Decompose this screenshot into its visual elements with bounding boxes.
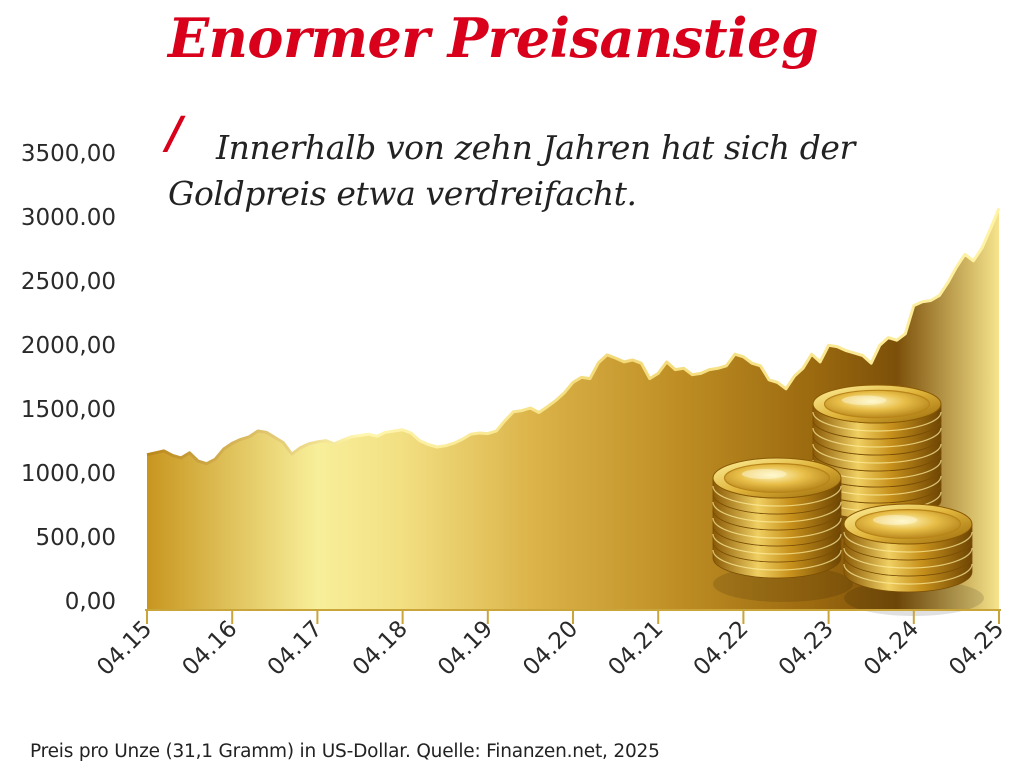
x-tick-label: 04.15 xyxy=(92,616,157,681)
y-tick-label: 3500,00 xyxy=(21,141,116,167)
y-tick-label: 0,00 xyxy=(65,589,116,615)
chart-title: Enormer Preisanstieg xyxy=(168,6,819,70)
x-tick-label: 04.17 xyxy=(263,616,328,681)
x-tick-label: 04.22 xyxy=(689,616,754,681)
x-tick-label: 04.24 xyxy=(859,616,924,681)
y-tick-label: 500,00 xyxy=(36,525,116,551)
x-tick-label: 04.25 xyxy=(944,616,1009,681)
x-tick-label: 04.21 xyxy=(603,616,668,681)
y-tick-label: 1000,00 xyxy=(21,461,116,487)
title-slash: / xyxy=(166,108,183,159)
y-tick-label: 2000,00 xyxy=(21,333,116,359)
x-tick-label: 04.20 xyxy=(518,616,583,681)
x-tick-label: 04.16 xyxy=(177,616,242,681)
y-tick-label: 3000.00 xyxy=(21,205,116,231)
x-tick-label: 04.18 xyxy=(348,616,413,681)
x-tick-label: 04.19 xyxy=(433,616,498,681)
gold-coins-image xyxy=(712,384,984,616)
y-tick-label: 2500,00 xyxy=(21,269,116,295)
price-line xyxy=(146,207,1001,466)
y-tick-label: 1500,00 xyxy=(21,397,116,423)
source-note: Preis pro Unze (31,1 Gramm) in US-Dollar… xyxy=(30,741,660,762)
chart-subtitle: Innerhalb von zehn Jahren hat sich der G… xyxy=(168,128,855,213)
x-tick-label: 04.23 xyxy=(774,616,839,681)
